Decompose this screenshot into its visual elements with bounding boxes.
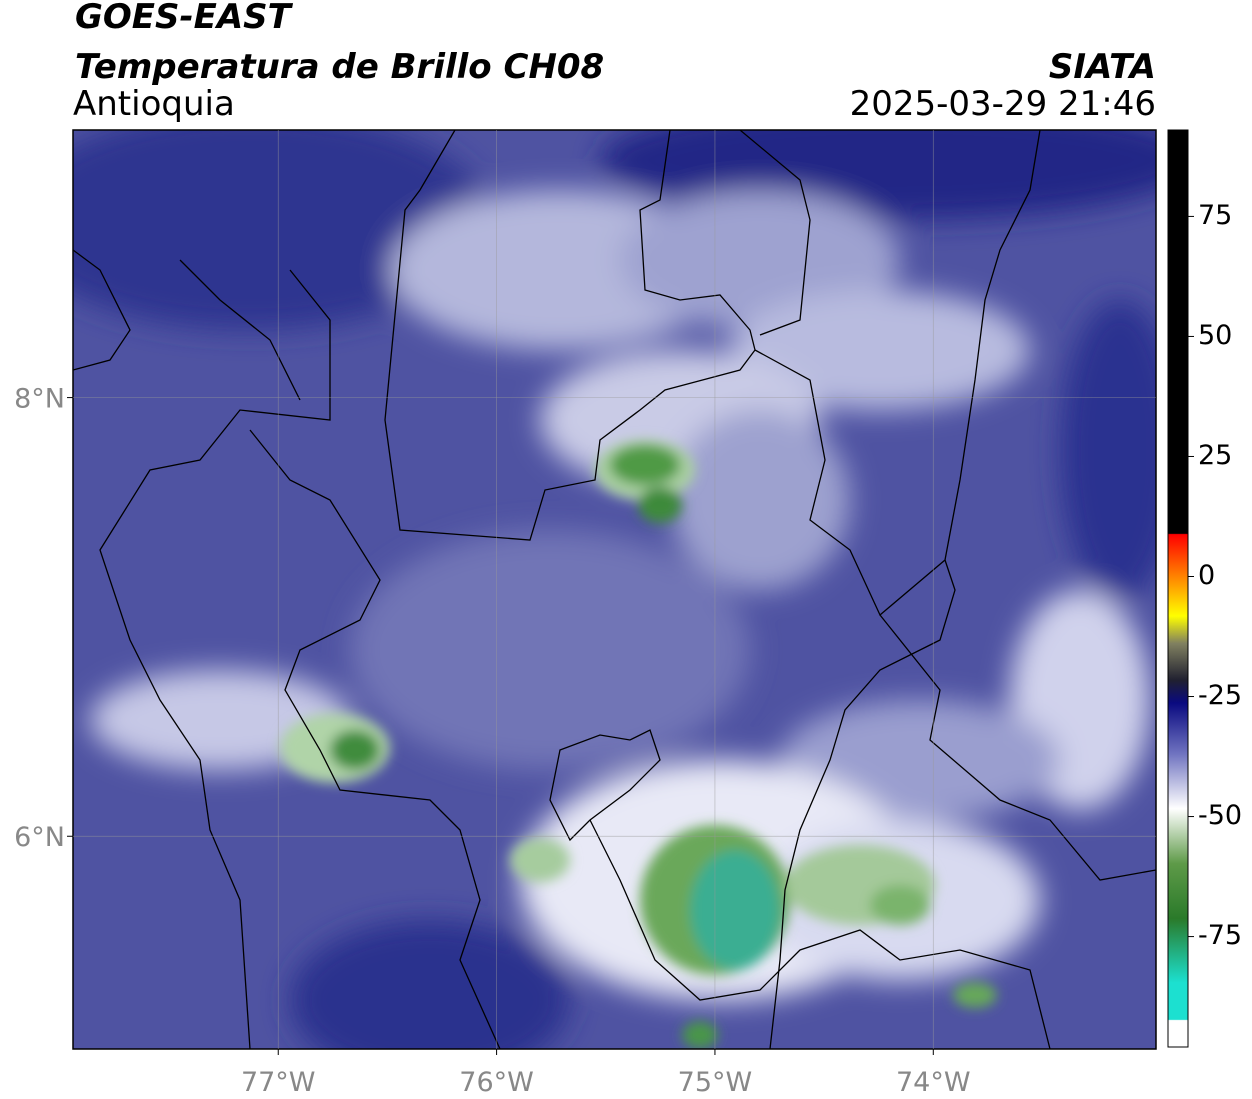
source: SIATA [1049, 47, 1156, 87]
y-tick-label: 6°N [14, 822, 65, 853]
satellite-image [73, 130, 1156, 1049]
x-tick-label: 75°W [678, 1067, 753, 1098]
region: Antioquia [73, 84, 235, 124]
colorbar-tick-label: -75 [1198, 920, 1242, 951]
x-tick-label: 77°W [241, 1067, 316, 1098]
map-frame [72, 129, 1157, 1050]
colorbar-tick-label: -50 [1198, 800, 1242, 831]
x-tick-label: 74°W [896, 1067, 971, 1098]
colorbar-tick-label: 50 [1198, 320, 1232, 351]
y-tick-label: 8°N [14, 384, 65, 415]
title: GOES-EAST [75, 0, 294, 37]
colorbar-tick-label: 0 [1198, 560, 1215, 591]
borders [73, 130, 1156, 1049]
colorbar-tick-label: 75 [1198, 200, 1232, 231]
colorbar-tick-label: 25 [1198, 440, 1232, 471]
x-tick-label: 76°W [459, 1067, 534, 1098]
datetime: 2025-03-29 21:46 [850, 84, 1156, 124]
colorbar [1167, 129, 1189, 1048]
subtitle: Temperatura de Brillo CH08 [75, 47, 604, 87]
colorbar-tick-label: -25 [1198, 680, 1242, 711]
